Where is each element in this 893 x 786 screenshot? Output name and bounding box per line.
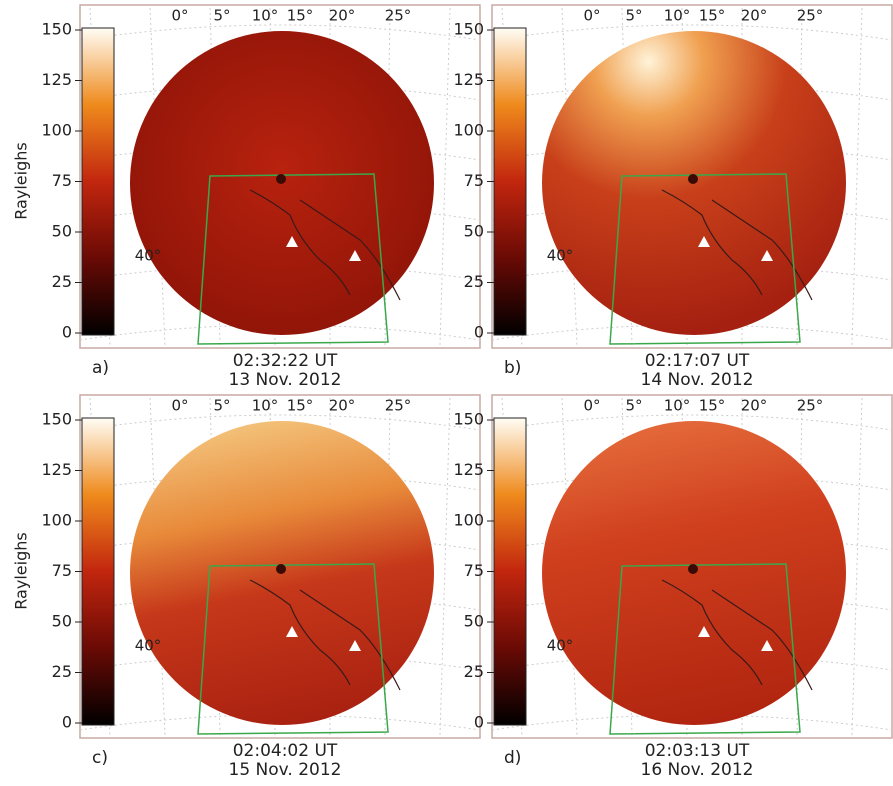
longitude-label: 0° <box>583 397 600 415</box>
longitude-label: 25° <box>797 7 824 25</box>
station <box>688 564 698 574</box>
longitude-label: 0° <box>583 7 600 25</box>
colorbar-tick-label: 125 <box>41 460 72 479</box>
colorbar-tick-label: 50 <box>52 222 72 241</box>
station <box>276 174 286 184</box>
colorbar-tick-label: 100 <box>453 121 484 140</box>
colorbar-tick-label: 50 <box>52 612 72 631</box>
longitude-label: 20° <box>741 397 768 415</box>
longitude-label: 20° <box>741 7 768 25</box>
colorbar-tick-label: 75 <box>52 561 72 580</box>
colorbar-tick-label: 150 <box>453 410 484 429</box>
longitude-label: 25° <box>797 397 824 415</box>
longitude-label: 15° <box>699 397 726 415</box>
date-label: 15 Nov. 2012 <box>229 760 342 780</box>
panel: 0° 5° 10° 15° 20° 25° 40° 0 25 50 75 100 125 150 Rayle… <box>12 5 481 390</box>
colorbar-tick-label: 50 <box>464 222 484 241</box>
panel-label: a) <box>92 358 109 378</box>
station <box>276 564 286 574</box>
latitude-label: 40° <box>135 247 162 265</box>
panel: 0° 5° 10° 15° 20° 25° 40° 0 25 50 75 100 125 150 Rayle… <box>12 395 481 780</box>
longitude-label: 15° <box>287 7 314 25</box>
longitude-label: 15° <box>287 397 314 415</box>
colorbar-tick-label: 100 <box>41 511 72 530</box>
panel-label: d) <box>504 748 521 768</box>
longitude-label: 20° <box>329 397 356 415</box>
colorbar <box>494 28 526 335</box>
colorbar-tick-label: 25 <box>52 272 72 291</box>
longitude-label: 10° <box>252 397 279 415</box>
time-label: 02:17:07 UT <box>645 351 750 371</box>
panel-label: c) <box>92 748 108 768</box>
colorbar-label: Rayleighs <box>12 532 31 609</box>
panels: 0° 5° 10° 15° 20° 25° 40° 0 25 50 75 100 125 150 Rayle… <box>12 5 893 780</box>
figure: 0° 5° 10° 15° 20° 25° 40° 0 25 50 75 100 125 150 Rayle… <box>0 0 893 786</box>
colorbar-tick-label: 100 <box>41 121 72 140</box>
longitude-label: 10° <box>664 7 691 25</box>
panel: 0° 5° 10° 15° 20° 25° 40° 0 25 50 75 100 125 150 b) 02:… <box>453 5 892 390</box>
colorbar-tick-label: 125 <box>453 70 484 89</box>
date-label: 16 Nov. 2012 <box>641 760 754 780</box>
longitude-label: 5° <box>625 7 642 25</box>
panel: 0° 5° 10° 15° 20° 25° 40° 0 25 50 75 100 125 150 d) 02:… <box>453 395 892 780</box>
colorbar-tick-label: 125 <box>453 460 484 479</box>
date-label: 13 Nov. 2012 <box>229 370 342 390</box>
colorbar-tick-label: 50 <box>464 612 484 631</box>
colorbar-tick-label: 125 <box>41 70 72 89</box>
colorbar-tick-label: 150 <box>41 410 72 429</box>
time-label: 02:32:22 UT <box>233 351 338 371</box>
longitude-label: 25° <box>385 7 412 25</box>
station <box>688 174 698 184</box>
colorbar-tick-label: 75 <box>52 171 72 190</box>
colorbar-tick-label: 75 <box>464 171 484 190</box>
latitude-label: 40° <box>547 637 574 655</box>
time-label: 02:03:13 UT <box>645 741 750 761</box>
longitude-label: 10° <box>252 7 279 25</box>
colorbar-tick-label: 0 <box>474 713 484 732</box>
longitude-label: 20° <box>329 7 356 25</box>
colorbar <box>494 418 526 725</box>
colorbar-tick-label: 0 <box>474 323 484 342</box>
colorbar-tick-label: 25 <box>52 662 72 681</box>
colorbar-tick-label: 100 <box>453 511 484 530</box>
longitude-label: 5° <box>213 7 230 25</box>
longitude-label: 5° <box>213 397 230 415</box>
colorbar-tick-label: 150 <box>41 20 72 39</box>
latitude-label: 40° <box>547 247 574 265</box>
longitude-label: 5° <box>625 397 642 415</box>
latitude-label: 40° <box>135 637 162 655</box>
panel-label: b) <box>504 358 521 378</box>
colorbar <box>82 28 114 335</box>
colorbar-tick-label: 25 <box>464 272 484 291</box>
colorbar-tick-label: 0 <box>62 713 72 732</box>
colorbar-tick-label: 150 <box>453 20 484 39</box>
longitude-label: 0° <box>171 7 188 25</box>
date-label: 14 Nov. 2012 <box>641 370 754 390</box>
longitude-label: 10° <box>664 397 691 415</box>
time-label: 02:04:02 UT <box>233 741 338 761</box>
colorbar-tick-label: 0 <box>62 323 72 342</box>
longitude-label: 25° <box>385 397 412 415</box>
longitude-label: 15° <box>699 7 726 25</box>
colorbar-tick-label: 75 <box>464 561 484 580</box>
colorbar <box>82 418 114 725</box>
longitude-label: 0° <box>171 397 188 415</box>
colorbar-tick-label: 25 <box>464 662 484 681</box>
colorbar-label: Rayleighs <box>12 142 31 219</box>
